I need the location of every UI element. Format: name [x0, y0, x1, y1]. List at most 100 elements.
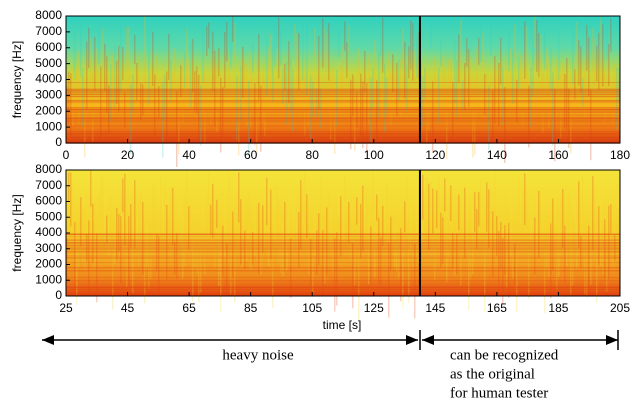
texture [560, 74, 562, 139]
texture [368, 214, 370, 285]
texture [436, 75, 438, 110]
texture [436, 190, 438, 228]
texture [130, 83, 132, 155]
texture [440, 212, 442, 268]
texture [340, 65, 342, 113]
texture [318, 35, 320, 110]
texture [552, 72, 554, 146]
texture [474, 79, 476, 155]
texture [528, 85, 530, 148]
x-tick-label: 45 [121, 301, 135, 315]
texture [128, 26, 130, 99]
texture [154, 74, 156, 136]
spectrogram-image [66, 170, 620, 296]
texture [230, 21, 232, 69]
texture [492, 90, 494, 141]
texture [358, 245, 360, 321]
x-tick-label: 105 [302, 301, 322, 315]
texture [192, 238, 194, 303]
x-axis-label: time [s] [323, 318, 362, 332]
x-tick-label: 125 [364, 301, 384, 315]
texture [548, 232, 550, 278]
texture [166, 71, 168, 142]
texture [66, 267, 620, 269]
texture [298, 32, 300, 90]
texture [404, 41, 406, 100]
texture [66, 293, 620, 295]
texture [66, 110, 620, 112]
texture [66, 255, 620, 257]
texture [368, 53, 370, 124]
texture [394, 228, 396, 268]
x-tick-label: 140 [487, 148, 507, 162]
texture [504, 224, 506, 276]
texture [454, 39, 456, 103]
texture [524, 173, 526, 225]
texture [446, 209, 448, 282]
texture [148, 226, 150, 289]
texture [562, 188, 564, 248]
texture [264, 202, 266, 248]
texture [450, 185, 452, 221]
texture [338, 29, 340, 58]
x-tick-label: 180 [610, 148, 630, 162]
texture [66, 262, 620, 264]
texture [330, 77, 332, 140]
texture [120, 24, 122, 92]
texture [390, 73, 392, 125]
texture [452, 81, 454, 141]
texture [576, 221, 578, 270]
texture [528, 232, 530, 299]
texture [428, 183, 430, 250]
texture [568, 88, 570, 148]
texture [282, 69, 284, 104]
texture [236, 75, 238, 140]
texture [426, 173, 428, 239]
texture [66, 118, 620, 120]
texture [232, 211, 234, 278]
texture [126, 219, 128, 287]
y-tick-label: 1000 [35, 119, 62, 133]
x-tick-label: 165 [487, 301, 507, 315]
texture [160, 84, 162, 112]
texture [122, 46, 124, 81]
annotation: can be recognized [450, 347, 559, 363]
texture [264, 82, 266, 137]
texture [298, 212, 300, 268]
texture [102, 28, 104, 75]
texture [208, 172, 210, 232]
texture [168, 217, 170, 245]
texture [96, 233, 98, 303]
texture [426, 72, 428, 143]
texture [524, 21, 526, 79]
texture [444, 67, 446, 96]
texture [536, 20, 538, 73]
texture [532, 196, 534, 227]
x-tick-label: 85 [244, 301, 258, 315]
texture [246, 64, 248, 127]
texture [346, 42, 348, 78]
texture [212, 31, 214, 92]
texture [86, 41, 88, 110]
texture [418, 206, 420, 264]
texture [408, 233, 410, 303]
texture [554, 89, 556, 162]
texture [318, 213, 320, 266]
texture [174, 48, 176, 84]
texture [512, 238, 514, 279]
texture [488, 189, 490, 248]
texture [304, 76, 306, 136]
texture [140, 83, 142, 121]
texture [176, 233, 178, 280]
texture [440, 39, 442, 67]
texture [78, 211, 80, 269]
texture [452, 232, 454, 269]
texture [66, 288, 620, 290]
texture [170, 58, 172, 102]
texture [224, 188, 226, 258]
annotation: as the original [450, 366, 535, 382]
texture [258, 34, 260, 101]
texture [112, 54, 114, 115]
annotation: heavy noise [222, 347, 294, 363]
texture [492, 211, 494, 278]
